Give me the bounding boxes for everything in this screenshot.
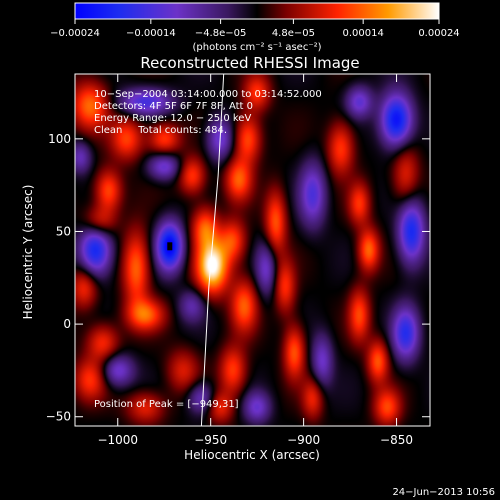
footer-date: 24−Jun−2013 10:56 bbox=[392, 487, 495, 498]
x-tick-label: −1000 bbox=[97, 433, 138, 447]
y-tick-label: −50 bbox=[46, 410, 71, 424]
plot-frame bbox=[74, 73, 431, 427]
y-tick-label: 50 bbox=[56, 224, 71, 238]
x-axis-label: Heliocentric X (arcsec) bbox=[184, 448, 320, 462]
heatmap-image bbox=[75, 74, 430, 426]
minimum-marker bbox=[167, 242, 173, 251]
annotation-detectors: Detectors: 4F 5F 6F 7F 8F, Att 0 bbox=[94, 101, 253, 112]
x-axis-ticks: −1000 −950 −900 −850 bbox=[97, 74, 413, 447]
x-tick-label: −850 bbox=[380, 433, 413, 447]
colorbar bbox=[74, 2, 440, 20]
chart-title: Reconstructed RHESSI Image bbox=[140, 54, 359, 72]
y-axis-label: Heliocentric Y (arcsec) bbox=[21, 185, 35, 320]
colorbar-unit-label: (photons cm⁻² s⁻¹ asec⁻²) bbox=[192, 42, 321, 53]
colorbar-tick-label: −0.00014 bbox=[126, 28, 176, 39]
x-tick-label: −900 bbox=[287, 433, 320, 447]
x-tick-label: −950 bbox=[194, 433, 227, 447]
peak-position-label: Position of Peak = [−949,31] bbox=[94, 399, 239, 410]
colorbar-tick-label: 4.8e−05 bbox=[272, 28, 315, 39]
annotation-energy-range: Energy Range: 12.0 − 25.0 keV bbox=[94, 113, 251, 124]
annotation-clean-counts: Clean Total counts: 484. bbox=[94, 125, 227, 136]
solar-limb-curve bbox=[200, 73, 225, 427]
annotation-block: 10−Sep−2004 03:14:00.000 to 03:14:52.000… bbox=[94, 89, 322, 136]
y-tick-label: 0 bbox=[63, 317, 71, 331]
colorbar-ticks: −0.00024 −0.00014 −4.8e−05 4.8e−05 0.00014 0.… bbox=[50, 19, 460, 39]
annotation-time-range: 10−Sep−2004 03:14:00.000 to 03:14:52.000 bbox=[94, 89, 322, 100]
y-axis-ticks: −50 0 50 100 bbox=[46, 132, 430, 424]
colorbar-tick-label: 0.00014 bbox=[342, 28, 383, 39]
colorbar-tick-label: −4.8e−05 bbox=[195, 28, 247, 39]
colorbar-tick-label: −0.00024 bbox=[50, 28, 100, 39]
colorbar-tick-label: 0.00024 bbox=[418, 28, 459, 39]
y-tick-label: 100 bbox=[48, 132, 71, 146]
